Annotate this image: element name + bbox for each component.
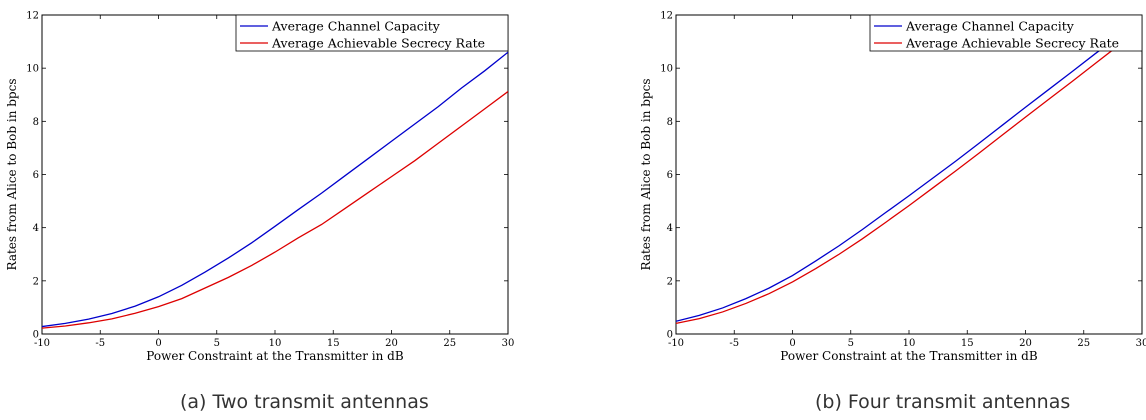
x-tick-label: 10: [269, 338, 282, 349]
y-tick-label: 6: [667, 170, 673, 181]
x-tick-label: 20: [385, 338, 398, 349]
plot-area: [41, 14, 509, 335]
x-tick-label: 0: [789, 338, 795, 349]
plot-area: [675, 14, 1143, 335]
series-line-capacity: [42, 51, 508, 328]
y-tick-label: 10: [660, 64, 673, 75]
x-tick-label: 15: [961, 338, 974, 349]
x-tick-label: 25: [443, 338, 456, 349]
y-tick-label: 12: [660, 11, 673, 22]
y-tick-label: 4: [33, 223, 39, 234]
x-tick-label: -5: [95, 338, 105, 349]
y-axis-label: Rates from Alice to Bob in bpcs: [5, 79, 19, 271]
legend-box: [869, 14, 1143, 52]
x-tick-label: 10: [903, 338, 916, 349]
x-tick-label: 0: [155, 338, 161, 349]
figure-caption: (a) Two transmit antennas: [180, 391, 429, 413]
y-tick-label: 8: [33, 117, 39, 128]
x-tick-label: 25: [1077, 338, 1090, 349]
x-tick-label: -5: [729, 338, 739, 349]
figure-caption: (b) Four transmit antennas: [815, 391, 1070, 413]
series-line-capacity: [676, 18, 1142, 322]
legend: Average Channel Capacity Average Achievab…: [235, 14, 509, 52]
x-tick-label: 30: [502, 338, 515, 349]
y-tick-label: 0: [33, 330, 39, 341]
x-axis-label: Power Constraint at the Transmitter in d…: [146, 349, 404, 363]
legend-box: [235, 14, 509, 52]
legend: Average Channel Capacity Average Achievab…: [869, 14, 1143, 52]
y-tick-label: 6: [33, 170, 39, 181]
series-line-secrecy-rate: [42, 91, 508, 329]
x-tick-label: 5: [214, 338, 220, 349]
x-tick-label: 5: [848, 338, 854, 349]
chart-panel-a: -10 -5 0 5 10 15 20 25 30 0 2 4 6 8 10 12 Power Constrai…: [5, 11, 514, 414]
legend-entry: Average Achievable Secrecy Rate: [905, 36, 1119, 51]
legend-entry: Average Channel Capacity: [905, 19, 1075, 34]
y-tick-label: 0: [667, 330, 673, 341]
y-tick-label: 2: [667, 276, 673, 287]
x-axis-label: Power Constraint at the Transmitter in d…: [780, 349, 1038, 363]
x-tick-label: -10: [668, 338, 684, 349]
y-axis-label: Rates from Alice to Bob in bpcs: [639, 79, 653, 271]
x-tick-label: -10: [34, 338, 50, 349]
y-tick-label: 10: [26, 64, 39, 75]
legend-entry: Average Channel Capacity: [271, 19, 441, 34]
y-tick-label: 12: [26, 11, 39, 22]
y-tick-label: 8: [667, 117, 673, 128]
series-line-secrecy-rate: [676, 26, 1142, 325]
x-tick-label: 30: [1136, 338, 1146, 349]
legend-entry: Average Achievable Secrecy Rate: [271, 36, 485, 51]
x-tick-label: 15: [327, 338, 340, 349]
x-tick-label: 20: [1019, 338, 1032, 349]
y-tick-label: 2: [33, 276, 39, 287]
y-tick-label: 4: [667, 223, 673, 234]
chart-panel-b: -10 -5 0 5 10 15 20 25 30 0 2 4 6 8 10 12 Power Constrai…: [639, 11, 1146, 414]
